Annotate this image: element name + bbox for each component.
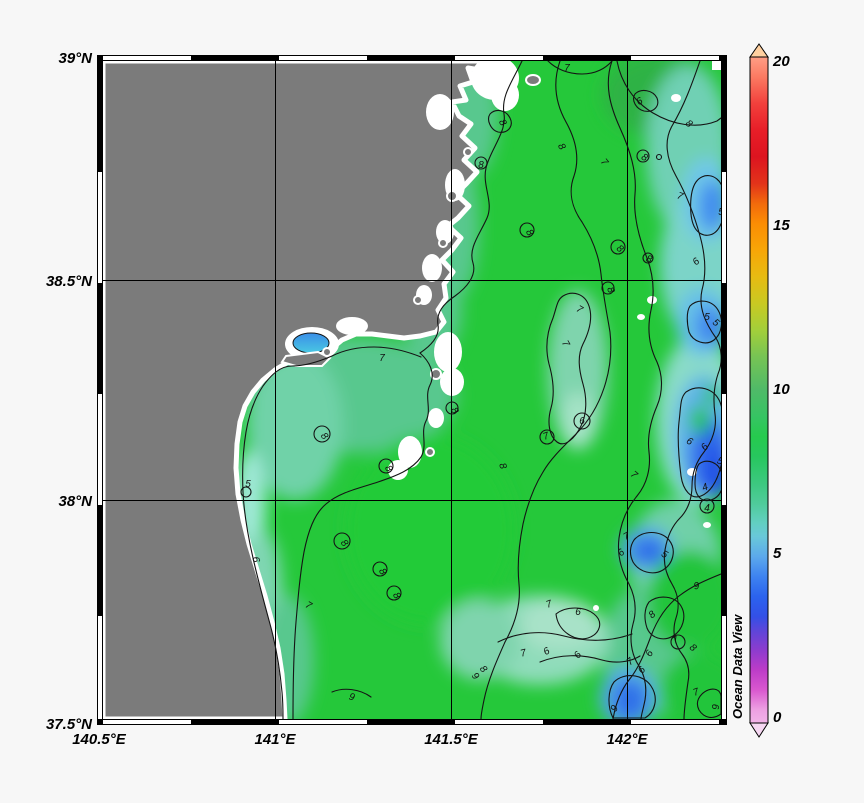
contour-label: 8 [477,664,489,676]
contour-label: 5 [659,549,670,562]
contour-label: 7 [628,469,640,481]
contour-label: 5 [710,317,722,329]
contour-label: 8 [555,142,568,153]
contour-label: 8 [523,228,536,239]
contour-label: 8 [639,152,650,165]
contour-label: 8 [376,567,389,578]
land-mass [103,61,490,719]
lon-tick-label: 140.5°E [72,731,127,748]
contour-label: 4 [701,481,710,493]
contour-label: 8 [604,286,616,295]
map-frame [97,55,727,725]
contour-label: 7 [598,157,610,169]
contour-label: 8 [390,591,403,602]
colorbar-tick-label: 20 [772,53,790,70]
contour-label: 9 [469,671,481,683]
colorbar-tick-label: 15 [773,217,790,234]
contour-label: 8 [496,462,508,471]
contour-label: 6 [684,436,695,449]
colorbar-tick-label: 5 [773,545,782,562]
contour-lines [240,61,721,719]
colorbar: 20 15 10 5 0 [749,43,790,738]
contour-label: 8 [478,160,484,171]
lat-tick-label: 38°N [58,493,93,510]
contour-label: 6 [579,416,585,427]
colorbar-tick-label: 0 [773,709,782,726]
contour-label: 4 [704,503,710,514]
contour-label: 5 [715,456,724,468]
contour-label: 7 [671,634,682,647]
colorbar-tick-label: 10 [773,381,790,398]
grid-lines [103,61,721,719]
contour-label: 8 [338,538,350,550]
contour-label: 6 [635,95,646,108]
contour-label: 6 [572,649,584,661]
contour-label: 7 [303,600,314,613]
contour-label: 7 [564,63,570,74]
colorbar-arrow-up [749,43,769,58]
contour-label: 6 [575,607,581,618]
contour-label: 6 [636,664,648,676]
lat-tick-label: 37.5°N [46,716,93,733]
colorbar-bar [749,56,769,724]
contour-label: 9 [693,581,701,593]
lat-tick-label: 39°N [58,50,93,67]
contour-label: 7 [559,339,572,350]
contour-label: 7 [574,304,585,317]
contour-label: 5 [245,479,251,490]
colorbar-tick-labels: 20 15 10 5 0 [772,53,790,726]
contour-label: 8 [614,243,626,255]
contour-label: 8 [496,118,509,129]
contour-label: 6 [616,547,628,559]
contour-label: 9 [609,703,622,714]
contour-label: 7 [519,647,528,659]
contour-label: 8 [382,464,395,475]
contour-label: 7 [545,598,554,610]
contour-label: 5 [718,207,724,218]
contour-label: 7 [675,191,684,203]
lat-axis-labels: 39°N 38.5°N 38°N 37.5°N [46,50,93,733]
contour-label: 7 [542,430,551,442]
contour-label: 9 [348,692,357,704]
contour-label: 8 [647,609,659,621]
contour-label: 6 [542,645,553,658]
contour-label: 8 [683,118,695,130]
contour-label: 6 [699,441,711,453]
contour-label: 7 [379,353,385,364]
contour-label: 6 [250,556,262,564]
contour-label: 7 [692,686,701,698]
lon-tick-label: 141.5°E [424,731,479,748]
lon-tick-label: 142°E [606,731,648,748]
contour-label: 9 [711,704,722,710]
contour-label: 6 [691,256,703,268]
contour-label: 5 [704,312,710,323]
watermark-ocean-data-view: Ocean Data View [730,614,745,719]
contour-label: 8 [318,431,330,443]
lon-tick-label: 141°E [254,731,296,748]
contour-label: 8 [644,254,653,266]
lon-axis-labels: 140.5°E 141°E 141.5°E 142°E [72,731,648,748]
contour-label: 7 [625,656,637,668]
colorbar-arrow-down [749,722,769,738]
contour-label: 7 [622,530,633,543]
contour-label: 6 [644,648,657,659]
lat-tick-label: 38.5°N [46,273,93,290]
contour-label: 8 [448,406,461,417]
contour-label: 8 [687,642,699,654]
